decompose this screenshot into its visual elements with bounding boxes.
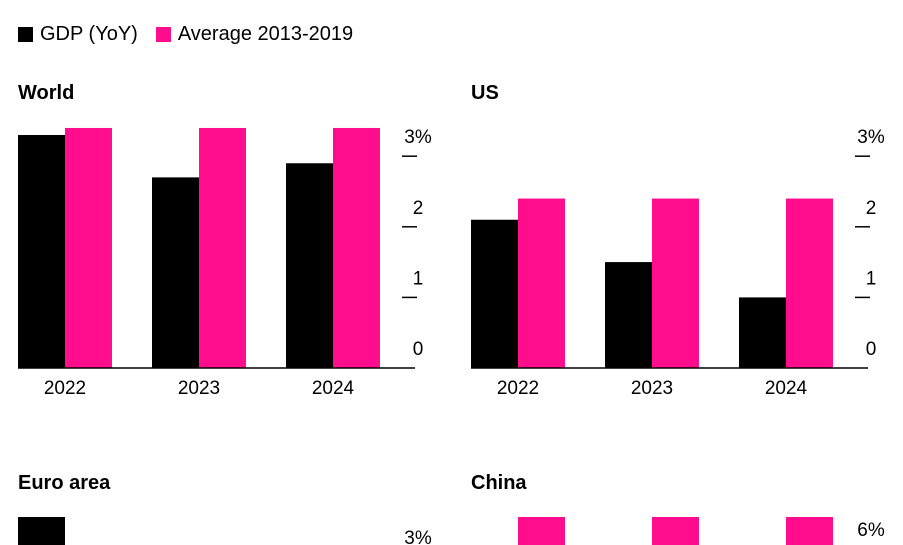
bar-world-2023-average: [199, 127, 246, 369]
panel-title-euro-area: Euro area: [18, 472, 111, 494]
panel-title-world: World: [18, 82, 75, 104]
bar-us-2024-gdp: [739, 297, 786, 368]
bar-us-2022-gdp: [471, 219, 518, 368]
legend-label-gdp: GDP (YoY): [40, 22, 138, 45]
ytick-label-world-1: 1: [413, 268, 424, 289]
ytick-label-world-3: 3%: [404, 127, 432, 148]
legend-label-average: Average 2013-2019: [177, 22, 354, 45]
bar-euro-area-partial-gdp: [18, 517, 65, 545]
bar-us-2023-average: [652, 198, 699, 368]
xtick-label-us-2022: 2022: [497, 378, 539, 399]
panel-title-us: US: [471, 82, 499, 104]
bar-china-partial-average-1: [518, 517, 565, 545]
ytick-label-us-2: 2: [866, 198, 877, 219]
legend-item-average: Average 2013-2019: [155, 22, 354, 46]
legend-item-gdp: GDP (YoY): [18, 23, 138, 46]
ytick-label-us-1: 1: [866, 268, 877, 289]
bar-world-2024-gdp: [286, 163, 333, 368]
ytick-label-world-2: 2: [413, 198, 424, 219]
bar-world-2024-average: [333, 127, 380, 369]
panel-title-china: China: [471, 472, 527, 494]
ytick-label-us-0: 0: [866, 339, 877, 360]
bar-world-2022-gdp: [18, 135, 65, 368]
bar-china-partial-average-3: [786, 517, 833, 545]
ytick-label-world-0: 0: [413, 339, 424, 360]
bar-china-partial-average-2: [652, 517, 699, 545]
ytick-label-euro-area-top: 3%: [404, 528, 432, 545]
bar-us-2022-average: [518, 198, 565, 368]
xtick-label-us-2023: 2023: [631, 378, 673, 399]
bar-us-2024-average: [786, 198, 833, 368]
xtick-label-world-2023: 2023: [178, 378, 220, 399]
bar-world-2023-gdp: [152, 177, 199, 368]
legend-swatch-average: [155, 26, 171, 42]
chart-legend: GDP (YoY) Average 2013-2019: [18, 22, 371, 46]
xtick-label-us-2024: 2024: [765, 378, 808, 399]
legend-swatch-gdp: [18, 26, 33, 42]
xtick-label-world-2022: 2022: [44, 378, 86, 399]
xtick-label-world-2024: 2024: [312, 378, 355, 399]
bar-us-2023-gdp: [605, 262, 652, 368]
bar-world-2022-average: [65, 127, 112, 369]
ytick-label-us-3: 3%: [857, 127, 885, 148]
ytick-label-china-top: 6%: [857, 520, 885, 541]
